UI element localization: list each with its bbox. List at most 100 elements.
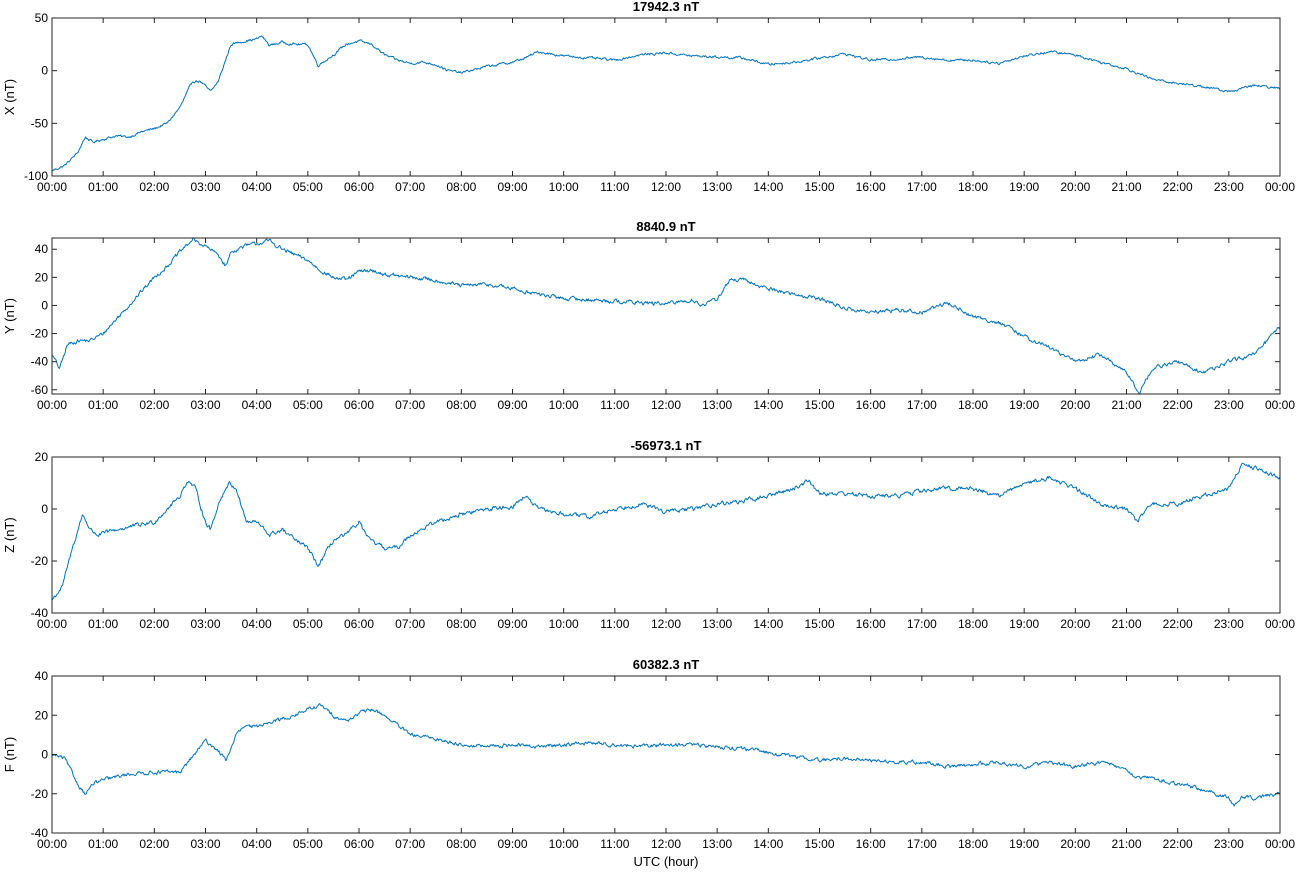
panel-title: -56973.1 nT xyxy=(631,438,702,453)
x-tick-label: 15:00 xyxy=(804,180,834,194)
axes-frame xyxy=(51,237,1281,395)
x-tick-label: 09:00 xyxy=(497,398,527,412)
x-tick-label: 22:00 xyxy=(1163,837,1193,851)
x-tick-label: 09:00 xyxy=(497,617,527,631)
y-tick-label: 0 xyxy=(41,748,48,762)
x-tick-label: 03:00 xyxy=(190,398,220,412)
x-tick-label: 16:00 xyxy=(856,837,886,851)
x-tick-label: 03:00 xyxy=(190,180,220,194)
y-axis-label: X (nT) xyxy=(2,79,17,115)
x-tick-label: 18:00 xyxy=(958,398,988,412)
x-tick-label: 23:00 xyxy=(1214,180,1244,194)
x-tick-label: 02:00 xyxy=(139,180,169,194)
y-tick-label: 20 xyxy=(35,450,49,464)
x-tick-label: 00:00 xyxy=(37,617,67,631)
x-tick-label: 14:00 xyxy=(753,180,783,194)
panel-title: 8840.9 nT xyxy=(636,219,695,234)
x-tick-label: 20:00 xyxy=(1060,617,1090,631)
y-tick-label: 40 xyxy=(35,242,49,256)
x-tick-label: 06:00 xyxy=(344,837,374,851)
x-tick-label: 11:00 xyxy=(600,398,629,412)
series-line-z xyxy=(51,462,1281,601)
x-tick-label: 00:00 xyxy=(37,837,67,851)
x-tick-label: 06:00 xyxy=(344,180,374,194)
y-tick-label: -50 xyxy=(31,116,49,130)
y-tick-label: 50 xyxy=(35,11,49,25)
x-tick-label: 15:00 xyxy=(804,617,834,631)
x-tick-label: 22:00 xyxy=(1163,617,1193,631)
x-tick-label: 16:00 xyxy=(856,617,886,631)
panel-title: 17942.3 nT xyxy=(633,0,700,14)
x-tick-label: 13:00 xyxy=(702,398,732,412)
x-tick-label: 04:00 xyxy=(242,180,272,194)
x-tick-label: 00:00 xyxy=(37,398,67,412)
series-line-y xyxy=(51,237,1281,395)
x-tick-label: 09:00 xyxy=(497,837,527,851)
x-tick-label: 06:00 xyxy=(344,617,374,631)
x-tick-label: 20:00 xyxy=(1060,837,1090,851)
x-tick-label: 01:00 xyxy=(88,180,118,194)
x-tick-label: 21:00 xyxy=(1111,617,1141,631)
x-tick-label: 18:00 xyxy=(958,180,988,194)
x-tick-label: 17:00 xyxy=(907,837,937,851)
series-line-x xyxy=(51,35,1281,172)
axes-frame xyxy=(51,17,1281,177)
y-tick-label: -40 xyxy=(31,826,49,840)
x-tick-label: 00:00 xyxy=(37,180,67,194)
y-axis-label: Z (nT) xyxy=(2,517,17,552)
y-tick-label: -20 xyxy=(31,554,49,568)
axes-frame xyxy=(51,456,1281,614)
x-tick-label: 08:00 xyxy=(446,617,476,631)
x-tick-label: 02:00 xyxy=(139,837,169,851)
x-tick-label: 12:00 xyxy=(651,180,681,194)
x-tick-label: 15:00 xyxy=(804,398,834,412)
y-tick-label: 20 xyxy=(35,708,49,722)
y-tick-label: 40 xyxy=(35,669,49,683)
x-tick-label: 18:00 xyxy=(958,617,988,631)
panel-z: 00:00 01:00 02:00 03:00 04:00 05:00 06:00 07:00… xyxy=(2,438,1295,631)
x-tick-label: 05:00 xyxy=(293,398,323,412)
x-tick-label: 19:00 xyxy=(1009,837,1039,851)
x-tick-label: 10:00 xyxy=(549,398,579,412)
x-tick-label: 21:00 xyxy=(1111,180,1141,194)
x-tick-label: 23:00 xyxy=(1214,398,1244,412)
x-tick-label: 18:00 xyxy=(958,837,988,851)
y-tick-label: -100 xyxy=(24,169,48,183)
x-tick-label: 01:00 xyxy=(88,617,118,631)
x-tick-label: 13:00 xyxy=(702,180,732,194)
x-tick-label: 05:00 xyxy=(293,617,323,631)
y-axis-label: F (nT) xyxy=(2,737,17,772)
series-line-f xyxy=(51,703,1281,807)
panel-title: 60382.3 nT xyxy=(633,657,700,672)
y-tick-label: 0 xyxy=(41,298,48,312)
y-tick-label: -60 xyxy=(31,383,49,397)
x-tick-label: 08:00 xyxy=(446,398,476,412)
y-tick-label: -40 xyxy=(31,355,49,369)
x-tick-label: 11:00 xyxy=(600,617,629,631)
x-tick-label: 03:00 xyxy=(190,837,220,851)
x-tick-label: 19:00 xyxy=(1009,180,1039,194)
x-tick-label: 10:00 xyxy=(549,837,579,851)
x-tick-label: 17:00 xyxy=(907,180,937,194)
x-tick-label: 07:00 xyxy=(395,837,425,851)
panel-f: 00:00 01:00 02:00 03:00 04:00 05:00 06:00 07:00… xyxy=(2,657,1295,851)
x-tick-label: 04:00 xyxy=(242,617,272,631)
x-tick-label: 05:00 xyxy=(293,180,323,194)
y-axis-label: Y (nT) xyxy=(2,298,17,334)
x-tick-label: 05:00 xyxy=(293,837,323,851)
x-tick-label: 17:00 xyxy=(907,398,937,412)
x-tick-label: 07:00 xyxy=(395,398,425,412)
x-tick-label: 02:00 xyxy=(139,617,169,631)
x-tick-label: 23:00 xyxy=(1214,837,1244,851)
x-tick-label: 16:00 xyxy=(856,180,886,194)
x-tick-label: 11:00 xyxy=(600,180,629,194)
x-tick-label: 13:00 xyxy=(702,617,732,631)
x-tick-label: 03:00 xyxy=(190,617,220,631)
x-tick-label: 00:00 xyxy=(1265,837,1295,851)
x-tick-label: 11:00 xyxy=(600,837,629,851)
x-tick-label: 12:00 xyxy=(651,617,681,631)
x-tick-label: 00:00 xyxy=(1265,398,1295,412)
x-tick-label: 22:00 xyxy=(1163,180,1193,194)
x-tick-label: 21:00 xyxy=(1111,398,1141,412)
